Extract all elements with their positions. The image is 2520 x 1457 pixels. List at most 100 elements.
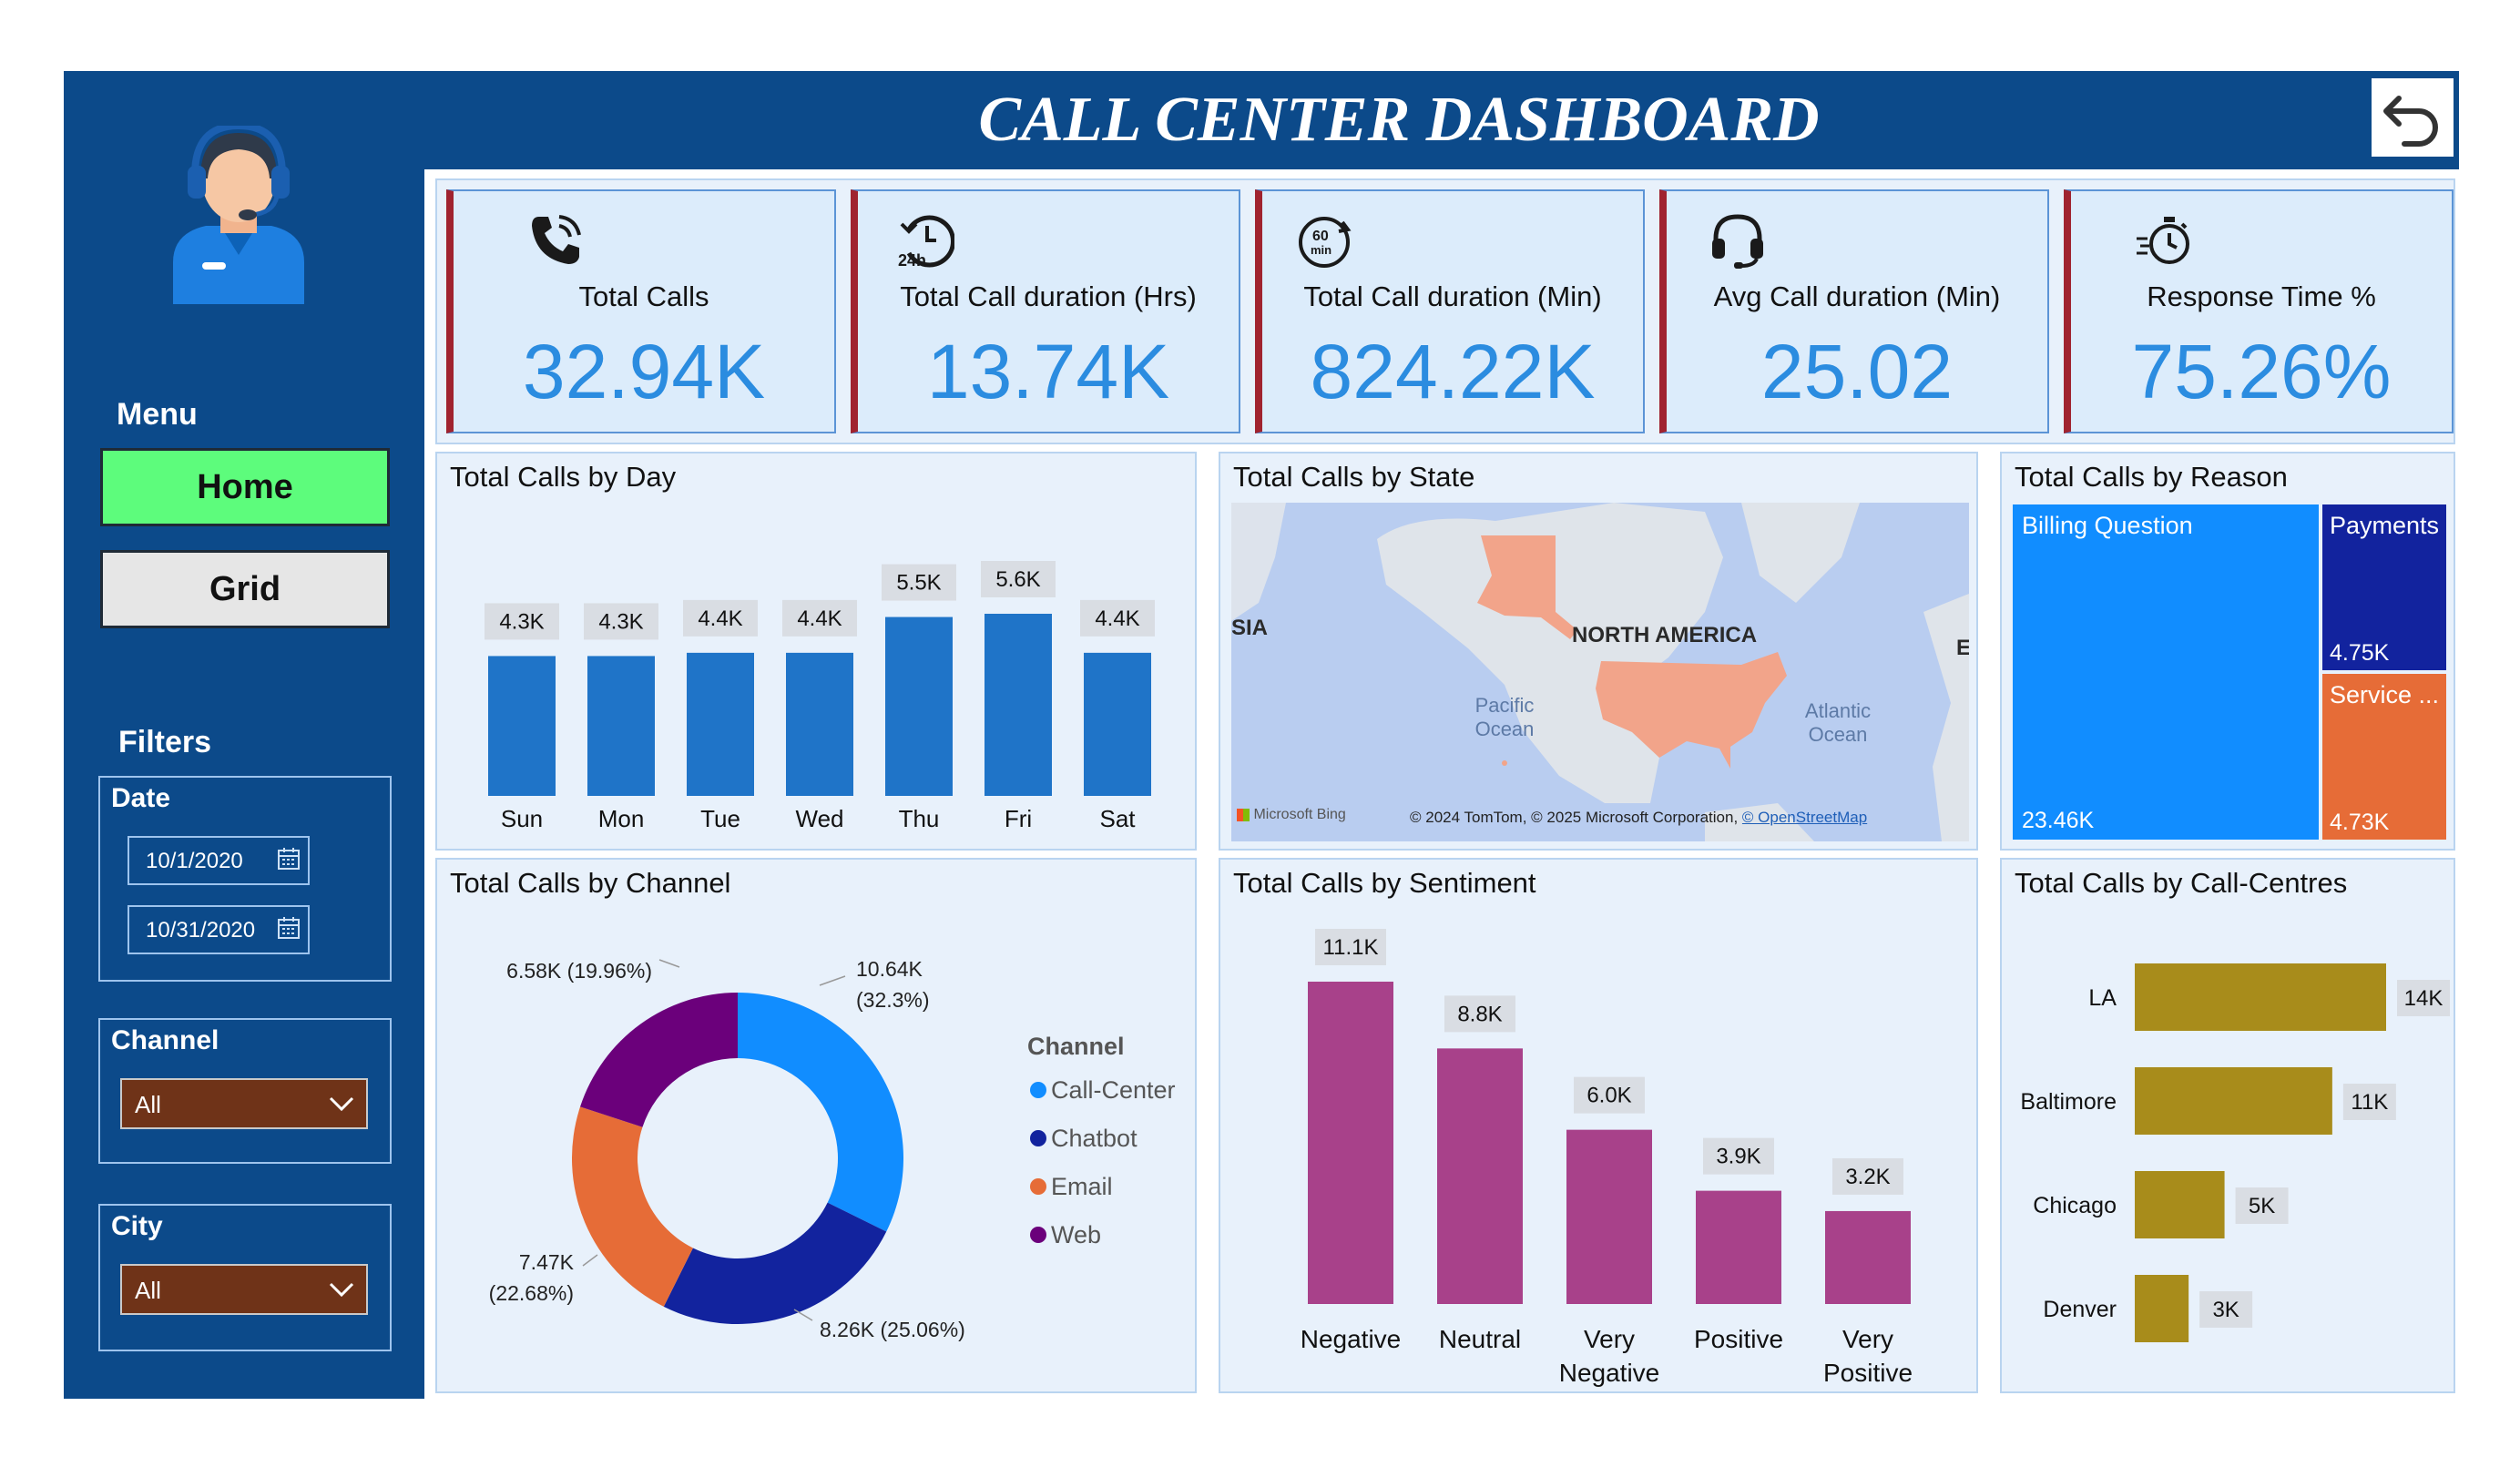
channel-select[interactable]: All [120, 1078, 368, 1129]
date-from-input[interactable]: 10/1/2020 [128, 836, 310, 885]
panel-title: Total Calls by State [1233, 461, 1475, 493]
centre-category-label: Baltimore [2020, 1089, 2117, 1115]
calls-by-channel-chart[interactable]: 10.64K (32.3%) 8.26K (25.06%) 7.47K (22.68%)… [437, 860, 1195, 1391]
sentiment-bar[interactable] [1308, 982, 1393, 1304]
day-value-label: 5.6K [995, 567, 1040, 592]
day-bar[interactable] [885, 616, 953, 796]
phone-ringing-icon [526, 211, 585, 270]
centre-bar[interactable] [2135, 1067, 2332, 1135]
kpi-value: 25.02 [1760, 329, 1954, 414]
calls-by-sentiment-chart[interactable]: 11.1K Negative 8.8K Neutral 6.0K Very Negative… [1220, 860, 1976, 1391]
day-value-badge [1080, 599, 1155, 637]
channel-legend-item[interactable]: Email [1051, 1173, 1113, 1200]
grid-button[interactable]: Grid [100, 550, 390, 628]
city-filter-label: City [111, 1211, 163, 1241]
map-background [1231, 503, 1969, 841]
map-label-pacific: Pacific Ocean [1450, 694, 1559, 741]
bing-logo: Microsoft Bing [1237, 807, 1346, 823]
channel-select-value: All [135, 1091, 161, 1118]
day-category-label: Wed [796, 805, 844, 832]
centre-value-badge [2235, 1187, 2289, 1224]
day-value-label: 4.4K [797, 606, 842, 631]
channel-legend-item[interactable]: Web [1051, 1221, 1101, 1248]
sentiment-value-badge [1444, 995, 1515, 1033]
centre-value-label: 3K [2212, 1298, 2239, 1322]
city-select[interactable]: All [120, 1264, 368, 1315]
sentiment-value-badge [1703, 1137, 1774, 1175]
kpi-value: 13.74K [926, 329, 1170, 414]
openstreetmap-link[interactable]: © OpenStreetMap [1741, 809, 1868, 826]
channel-slice[interactable] [663, 1202, 887, 1324]
channel-data-label: 8.26K (25.06%) [820, 1318, 965, 1341]
sentiment-bar[interactable] [1696, 1190, 1781, 1304]
date-to-input[interactable]: 10/31/2020 [128, 905, 310, 954]
treemap-tile-value: 4.75K [2330, 640, 2390, 666]
24h-clock-icon: 24h [896, 211, 955, 270]
map-label-atlantic-2: Ocean [1808, 723, 1868, 746]
kpi-value: 75.26% [2131, 329, 2392, 414]
day-bar[interactable] [1084, 652, 1151, 796]
city-select-value: All [135, 1277, 161, 1304]
day-category-label: Sat [1099, 805, 1136, 832]
kpi-card-duration-hrs: 24h Total Call duration (Hrs) 13.74K [851, 189, 1240, 433]
centre-value-badge [2342, 1084, 2396, 1120]
day-bar[interactable] [587, 656, 655, 796]
channel-legend-item[interactable]: Chatbot [1051, 1125, 1138, 1152]
sentiment-bar[interactable] [1437, 1048, 1523, 1304]
channel-leader-line [582, 1254, 598, 1267]
legend-marker [1030, 1082, 1046, 1098]
day-category-label: Sun [501, 805, 543, 832]
treemap-tile-billing[interactable]: Billing Question 23.46K [2013, 504, 2319, 840]
headset-icon [1709, 211, 1767, 270]
svg-text:24h: 24h [898, 251, 926, 270]
bing-text: Microsoft Bing [1253, 807, 1346, 822]
sentiment-bar[interactable] [1566, 1129, 1652, 1304]
day-category-label: Fri [1005, 805, 1032, 832]
channel-filter-label: Channel [111, 1025, 219, 1055]
day-bar[interactable] [488, 656, 556, 796]
day-bar[interactable] [687, 652, 754, 796]
kpi-label: Total Call duration (Hrs) [900, 280, 1197, 312]
channel-slice[interactable] [580, 993, 738, 1127]
centre-category-label: Chicago [2033, 1193, 2117, 1218]
sentiment-value-label: 11.1K [1323, 935, 1379, 960]
treemap-tile-service[interactable]: Service ... 4.73K [2322, 674, 2446, 840]
sentiment-value-label: 3.9K [1716, 1145, 1760, 1169]
sentiment-category-label: Positive [1694, 1325, 1783, 1353]
sentiment-value-badge [1574, 1076, 1645, 1114]
channel-data-label: 7.47K [519, 1250, 575, 1274]
panel-title: Total Calls by Sentiment [1233, 867, 1536, 899]
sentiment-category-label: Negative [1301, 1325, 1402, 1353]
menu-heading: Menu [117, 397, 198, 432]
legend-marker [1030, 1178, 1046, 1195]
sentiment-category-label: Very [1584, 1325, 1635, 1353]
sentiment-category-label: Positive [1823, 1359, 1913, 1387]
sentiment-category-label: Very [1842, 1325, 1893, 1353]
sentiment-value-label: 3.2K [1845, 1165, 1890, 1189]
calls-by-day-chart[interactable]: 4.3K Sun 4.3K Mon 4.4K Tue 4.4K Wed 5.5K Thu 5.6K F… [437, 453, 1195, 849]
svg-text:min: min [1311, 243, 1331, 257]
channel-legend-item[interactable]: Call-Center [1051, 1076, 1176, 1104]
home-button[interactable]: Home [100, 448, 390, 526]
channel-slice[interactable] [738, 993, 904, 1232]
state-map[interactable]: NORTH AMERICA SIA E Pacific Ocean Atlant… [1231, 503, 1969, 841]
day-bar[interactable] [985, 614, 1052, 796]
treemap-tile-payments[interactable]: Payments 4.75K [2322, 504, 2446, 670]
channel-data-label: (32.3%) [856, 988, 930, 1012]
panel-title: Total Calls by Day [450, 461, 677, 493]
calendar-icon[interactable] [277, 916, 301, 944]
centre-bar[interactable] [2135, 1275, 2189, 1342]
kpi-card-response-time: Response Time % 75.26% [2064, 189, 2454, 433]
sentiment-category-label: Negative [1559, 1359, 1660, 1387]
kpi-card-avg-duration: Avg Call duration (Min) 25.02 [1659, 189, 2049, 433]
channel-slice[interactable] [572, 1106, 693, 1307]
centre-bar[interactable] [2135, 1171, 2225, 1238]
calls-by-centres-chart[interactable]: LA 14K Baltimore 11K Chicago 5K Denver 3K [2002, 860, 2454, 1391]
calls-by-day-panel: Total Calls by Day 4.3K Sun 4.3K Mon 4.4K Tue… [435, 452, 1197, 851]
centre-bar[interactable] [2135, 963, 2386, 1031]
treemap-tile-name: Service ... [2330, 681, 2440, 708]
sentiment-bar[interactable] [1825, 1210, 1911, 1304]
back-button[interactable] [2372, 78, 2454, 157]
day-bar[interactable] [786, 652, 853, 796]
calendar-icon[interactable] [277, 847, 301, 875]
